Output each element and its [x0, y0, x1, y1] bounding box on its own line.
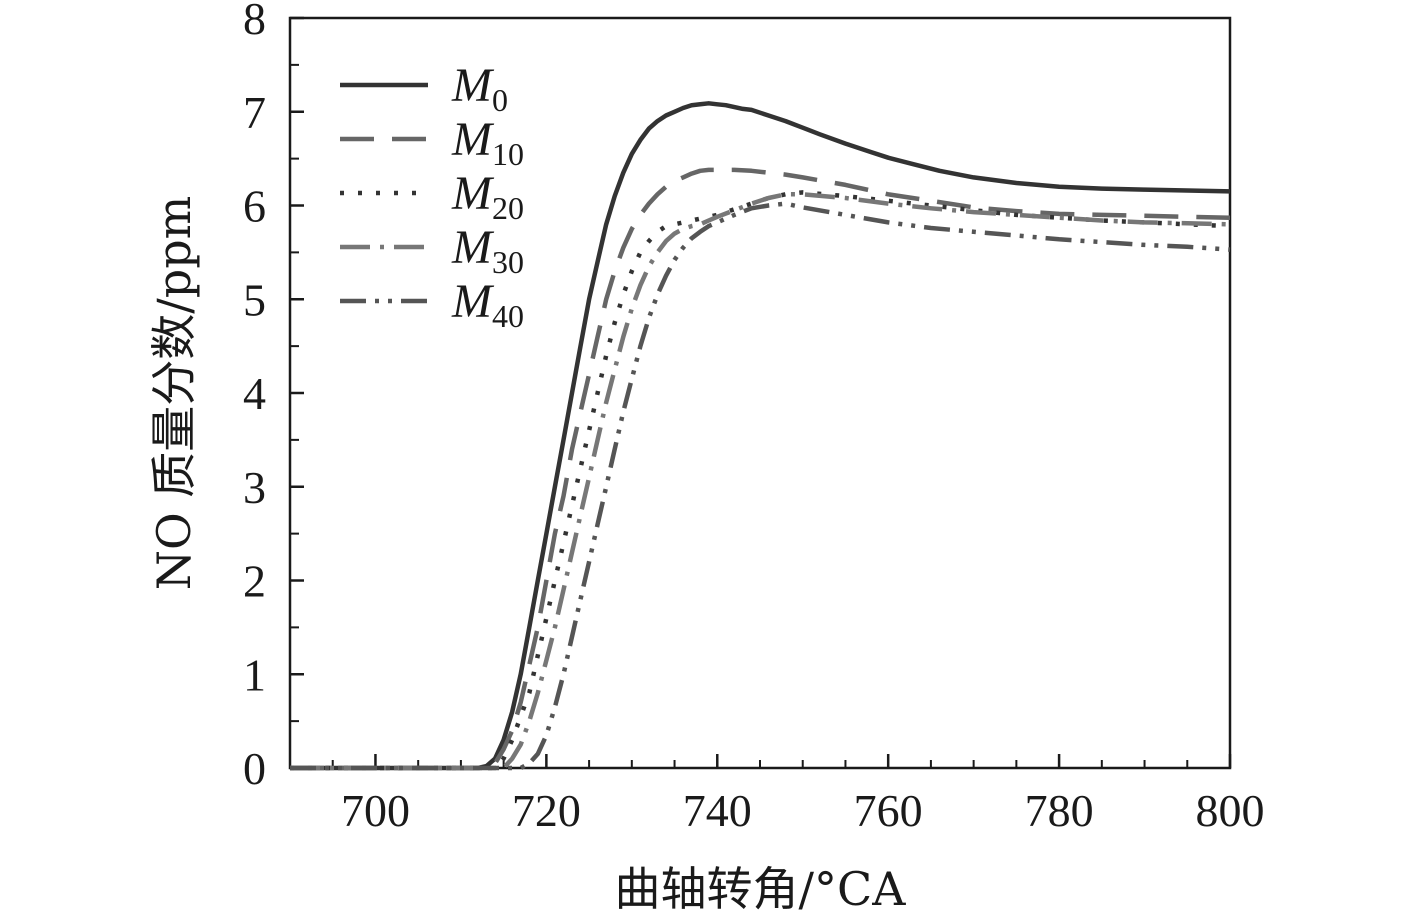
series-group	[290, 101, 1231, 771]
y-tick-label: 2	[243, 556, 266, 607]
y-tick-label: 5	[243, 274, 266, 325]
legend-label-m20: M20	[451, 167, 524, 226]
legend-label-m10: M10	[451, 113, 524, 172]
y-tick-label: 3	[243, 462, 266, 513]
x-tick-label: 800	[1196, 785, 1265, 836]
legend-label-m40: M40	[451, 275, 524, 334]
y-tick-label: 1	[243, 649, 266, 700]
axis-ticks: 700 720 740 760 780 800 0 1 2 3 4 5 6 7 8	[243, 0, 1265, 836]
x-tick-label: 760	[854, 785, 923, 836]
legend-label-m0: M0	[451, 59, 508, 118]
y-tick-label: 0	[243, 743, 266, 794]
x-tick-label: 720	[512, 785, 581, 836]
y-axis-title: NO 质量分数/ppm	[147, 196, 201, 591]
x-axis-title: 曲轴转角/°CA	[615, 862, 907, 916]
x-tick-label: 700	[341, 785, 410, 836]
legend-label-m30: M30	[451, 221, 524, 280]
y-tick-label: 6	[243, 181, 266, 232]
x-tick-label: 780	[1025, 785, 1094, 836]
plot-frame	[288, 16, 1232, 770]
y-tick-label: 7	[243, 87, 266, 138]
series-line-m40	[290, 201, 1231, 771]
y-tick-label: 4	[243, 368, 266, 419]
series-line-m30	[290, 192, 1231, 771]
x-tick-label: 740	[683, 785, 752, 836]
series-line-m0	[290, 101, 1231, 771]
series-line-m10	[290, 167, 1231, 771]
series-line-m20	[290, 190, 1231, 771]
y-tick-label: 8	[243, 0, 266, 44]
